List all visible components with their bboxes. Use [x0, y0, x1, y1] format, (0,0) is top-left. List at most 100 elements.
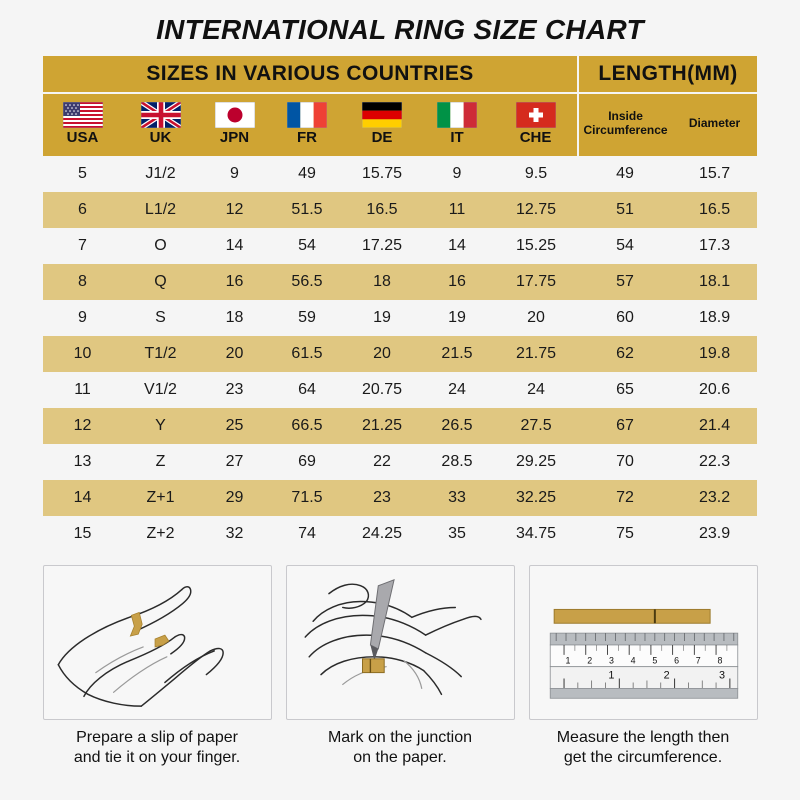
ruler-inch-label: 1: [608, 670, 614, 682]
cell-fr: 59: [270, 300, 344, 336]
cell-fr: 56.5: [270, 264, 344, 300]
cell-fr: 51.5: [270, 192, 344, 228]
cell-jpn: 14: [199, 228, 270, 264]
cell-de: 18: [344, 264, 420, 300]
group-header-countries: SIZES IN VARIOUS COUNTRIES: [43, 56, 579, 92]
instruction-caption-1-line2: and tie it on your finger.: [73, 749, 241, 767]
column-header-fr: FR: [270, 94, 344, 156]
instruction-caption-1: Prepare a slip of paper and tie it on yo…: [43, 728, 272, 769]
table-row: 5 J1/2 9 49 15.75 9 9.5 49 15.7: [43, 156, 758, 192]
column-header-row: USA: [43, 94, 758, 156]
cell-usa: 13: [43, 444, 122, 480]
cell-che: 20: [494, 300, 579, 336]
cell-diameter: 17.3: [672, 228, 758, 264]
cell-uk: S: [122, 300, 199, 336]
ruler-cm-label: 7: [695, 656, 700, 666]
flag-france-icon: [287, 102, 327, 129]
cell-de: 19: [344, 300, 420, 336]
cell-fr: 64: [270, 372, 344, 408]
cell-de: 21.25: [344, 408, 420, 444]
column-label-circumference-line1: Inside: [608, 109, 643, 124]
cell-diameter: 23.9: [672, 516, 758, 552]
column-label-de: DE: [371, 129, 393, 147]
cell-diameter: 15.7: [672, 156, 758, 192]
column-header-de: DE: [344, 94, 420, 156]
flag-italy-icon: [437, 102, 477, 129]
cell-de: 16.5: [344, 192, 420, 228]
page-title: INTERNATIONAL RING SIZE CHART: [156, 14, 644, 45]
cell-it: 35: [420, 516, 494, 552]
header-divider: [43, 92, 758, 94]
cell-circumference: 72: [578, 480, 673, 516]
cell-fr: 61.5: [270, 336, 344, 372]
column-label-circumference-line2: Circumference: [583, 123, 668, 137]
cell-diameter: 20.6: [672, 372, 758, 408]
cell-circumference: 75: [578, 516, 673, 552]
cell-usa: 10: [43, 336, 122, 372]
cell-de: 20: [344, 336, 420, 372]
ruler-cm-label: 6: [674, 656, 679, 666]
ruler-cm-label: 2: [587, 656, 592, 666]
table-row: 13 Z 27 69 22 28.5 29.25 70 22.3: [43, 444, 758, 480]
cell-jpn: 32: [199, 516, 270, 552]
cell-usa: 7: [43, 228, 122, 264]
cell-de: 22: [344, 444, 420, 480]
cell-uk: Z+1: [122, 480, 199, 516]
cell-jpn: 18: [199, 300, 270, 336]
cell-usa: 12: [43, 408, 122, 444]
cell-uk: L1/2: [122, 192, 199, 228]
cell-che: 29.25: [494, 444, 579, 480]
column-label-fr: FR: [297, 129, 317, 147]
cell-jpn: 9: [199, 156, 270, 192]
column-header-inside-circumference: Inside Circumference: [577, 94, 673, 156]
cell-fr: 74: [270, 516, 344, 552]
cell-che: 21.75: [494, 336, 579, 372]
cell-fr: 54: [270, 228, 344, 264]
table-row: 6 L1/2 12 51.5 16.5 11 12.75 51 16.5: [43, 192, 758, 228]
column-label-diameter: Diameter: [688, 116, 741, 131]
cell-de: 24.25: [344, 516, 420, 552]
cell-uk: V1/2: [122, 372, 199, 408]
cell-usa: 8: [43, 264, 122, 300]
instructions-panels: Prepare a slip of paper and tie it on yo…: [0, 565, 800, 769]
cell-diameter: 16.5: [672, 192, 758, 228]
table-row: 12 Y 25 66.5 21.25 26.5 27.5 67 21.4: [43, 408, 758, 444]
cell-diameter: 23.2: [672, 480, 758, 516]
cell-che: 32.25: [494, 480, 579, 516]
instruction-caption-3: Measure the length then get the circumfe…: [529, 728, 758, 769]
instruction-caption-3-line1: Measure the length then: [556, 729, 730, 746]
cell-de: 23: [344, 480, 420, 516]
cell-circumference: 70: [578, 444, 673, 480]
cell-it: 16: [420, 264, 494, 300]
column-header-diameter: Diameter: [672, 94, 758, 156]
column-label-uk: UK: [149, 129, 172, 147]
cell-che: 12.75: [494, 192, 579, 228]
table-row: 8 Q 16 56.5 18 16 17.75 57 18.1: [43, 264, 758, 300]
cell-jpn: 25: [199, 408, 270, 444]
cell-diameter: 18.9: [672, 300, 758, 336]
cell-uk: T1/2: [122, 336, 199, 372]
cell-che: 24: [494, 372, 579, 408]
table-row: 9 S 18 59 19 19 20 60 18.9: [43, 300, 758, 336]
table-row: 11 V1/2 23 64 20.75 24 24 65 20.6: [43, 372, 758, 408]
ruler-cm-label: 1: [565, 656, 570, 666]
group-header-row: SIZES IN VARIOUS COUNTRIES LENGTH(MM): [43, 56, 758, 92]
cell-it: 19: [420, 300, 494, 336]
cell-jpn: 23: [199, 372, 270, 408]
cell-usa: 15: [43, 516, 122, 552]
column-header-che: CHE: [494, 94, 579, 156]
column-header-it: IT: [420, 94, 494, 156]
size-table-body: 5 J1/2 9 49 15.75 9 9.5 49 15.7 6 L1/2 12 51.5 16.5 11…: [43, 156, 758, 552]
cell-uk: Q: [122, 264, 199, 300]
cell-it: 11: [420, 192, 494, 228]
column-header-uk: UK: [122, 94, 199, 156]
ruler-measuring-paper-strip-illustration: 1 2 3 4 5 6 7 8 1 2 3: [528, 565, 758, 720]
cell-che: 15.25: [494, 228, 579, 264]
instruction-caption-3-line2: get the circumference.: [563, 749, 723, 767]
cell-circumference: 57: [578, 264, 673, 300]
flag-japan-icon: [214, 102, 255, 129]
cell-de: 15.75: [344, 156, 420, 192]
hand-with-paper-strip-illustration: [42, 565, 272, 720]
cell-de: 20.75: [344, 372, 420, 408]
cell-uk: Z+2: [122, 516, 199, 552]
